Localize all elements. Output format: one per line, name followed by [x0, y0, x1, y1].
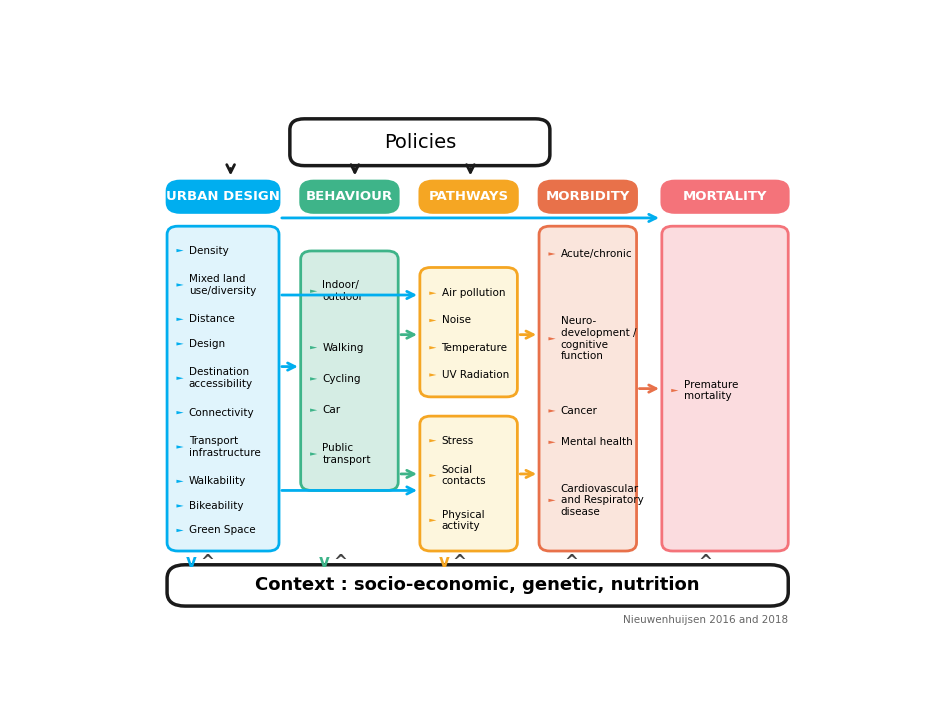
- Polygon shape: [176, 283, 184, 287]
- Polygon shape: [430, 319, 436, 322]
- Text: Indoor/
outdoor: Indoor/ outdoor: [322, 280, 363, 302]
- Polygon shape: [176, 445, 184, 448]
- Polygon shape: [176, 377, 184, 380]
- Text: Bikeability: Bikeability: [188, 501, 243, 511]
- Text: ^: ^: [453, 553, 467, 571]
- Text: Cancer: Cancer: [561, 406, 597, 416]
- Text: Walkability: Walkability: [188, 476, 246, 486]
- Text: Public
transport: Public transport: [322, 443, 371, 465]
- Polygon shape: [310, 378, 317, 380]
- Text: ^: ^: [565, 553, 579, 571]
- Text: URBAN DESIGN: URBAN DESIGN: [166, 190, 280, 203]
- Text: Nieuwenhuijsen 2016 and 2018: Nieuwenhuijsen 2016 and 2018: [624, 616, 788, 626]
- FancyBboxPatch shape: [167, 181, 279, 212]
- Text: PATHWAYS: PATHWAYS: [429, 190, 509, 203]
- Polygon shape: [430, 373, 436, 377]
- Polygon shape: [310, 453, 317, 455]
- Text: Noise: Noise: [442, 315, 471, 325]
- Polygon shape: [548, 337, 555, 340]
- FancyBboxPatch shape: [167, 565, 788, 606]
- Text: Social
contacts: Social contacts: [442, 465, 487, 486]
- Polygon shape: [430, 474, 436, 477]
- Text: Cycling: Cycling: [322, 374, 361, 384]
- Polygon shape: [176, 249, 184, 252]
- Polygon shape: [176, 411, 184, 414]
- Text: ^: ^: [698, 553, 712, 571]
- Text: MORTALITY: MORTALITY: [683, 190, 767, 203]
- Polygon shape: [548, 499, 555, 502]
- Text: Green Space: Green Space: [188, 526, 255, 536]
- Text: Mixed land
use/diversity: Mixed land use/diversity: [188, 274, 256, 296]
- FancyBboxPatch shape: [301, 181, 398, 212]
- Polygon shape: [176, 504, 184, 508]
- FancyBboxPatch shape: [539, 226, 637, 551]
- Polygon shape: [430, 346, 436, 350]
- Polygon shape: [176, 480, 184, 483]
- FancyBboxPatch shape: [290, 119, 550, 166]
- Text: Temperature: Temperature: [442, 342, 508, 352]
- Text: v: v: [185, 553, 197, 571]
- FancyBboxPatch shape: [539, 181, 637, 212]
- Text: v: v: [438, 553, 449, 571]
- Polygon shape: [548, 409, 555, 413]
- FancyBboxPatch shape: [662, 226, 788, 551]
- Text: Physical
activity: Physical activity: [442, 510, 484, 531]
- Text: UV Radiation: UV Radiation: [442, 370, 509, 380]
- Text: Premature
mortality: Premature mortality: [683, 380, 738, 401]
- Text: Air pollution: Air pollution: [442, 288, 505, 298]
- Text: Policies: Policies: [384, 133, 456, 152]
- Text: Design: Design: [188, 339, 225, 349]
- Text: Acute/chronic: Acute/chronic: [561, 249, 632, 259]
- Text: MORBIDITY: MORBIDITY: [545, 190, 630, 203]
- FancyBboxPatch shape: [420, 181, 517, 212]
- FancyBboxPatch shape: [662, 181, 788, 212]
- FancyBboxPatch shape: [167, 226, 279, 551]
- Text: Distance: Distance: [188, 315, 235, 325]
- Text: Mental health: Mental health: [561, 438, 633, 448]
- Text: Transport
infrastructure: Transport infrastructure: [188, 436, 260, 458]
- Polygon shape: [430, 439, 436, 443]
- Polygon shape: [310, 290, 317, 293]
- Text: Car: Car: [322, 405, 340, 415]
- Polygon shape: [176, 529, 184, 532]
- FancyBboxPatch shape: [301, 251, 398, 490]
- Polygon shape: [430, 292, 436, 295]
- Text: ^: ^: [199, 553, 213, 571]
- FancyBboxPatch shape: [420, 416, 517, 551]
- Polygon shape: [310, 408, 317, 412]
- Polygon shape: [310, 346, 317, 349]
- FancyBboxPatch shape: [420, 267, 517, 397]
- Polygon shape: [671, 389, 678, 393]
- Polygon shape: [430, 518, 436, 522]
- Text: Density: Density: [188, 245, 228, 255]
- Polygon shape: [548, 252, 555, 256]
- Text: Stress: Stress: [442, 435, 473, 445]
- Polygon shape: [176, 342, 184, 345]
- Text: Cardiovascular
and Respiratory
disease: Cardiovascular and Respiratory disease: [561, 484, 643, 517]
- Text: Destination
accessibility: Destination accessibility: [188, 368, 253, 389]
- Text: Connectivity: Connectivity: [188, 408, 254, 418]
- Polygon shape: [548, 440, 555, 444]
- Text: ^: ^: [334, 553, 348, 571]
- Polygon shape: [176, 317, 184, 321]
- Text: BEHAVIOUR: BEHAVIOUR: [306, 190, 393, 203]
- Text: Neuro-
development /
cognitive
function: Neuro- development / cognitive function: [561, 316, 637, 361]
- Text: Context : socio-economic, genetic, nutrition: Context : socio-economic, genetic, nutri…: [255, 576, 700, 594]
- Text: Walking: Walking: [322, 342, 363, 352]
- Text: v: v: [319, 553, 330, 571]
